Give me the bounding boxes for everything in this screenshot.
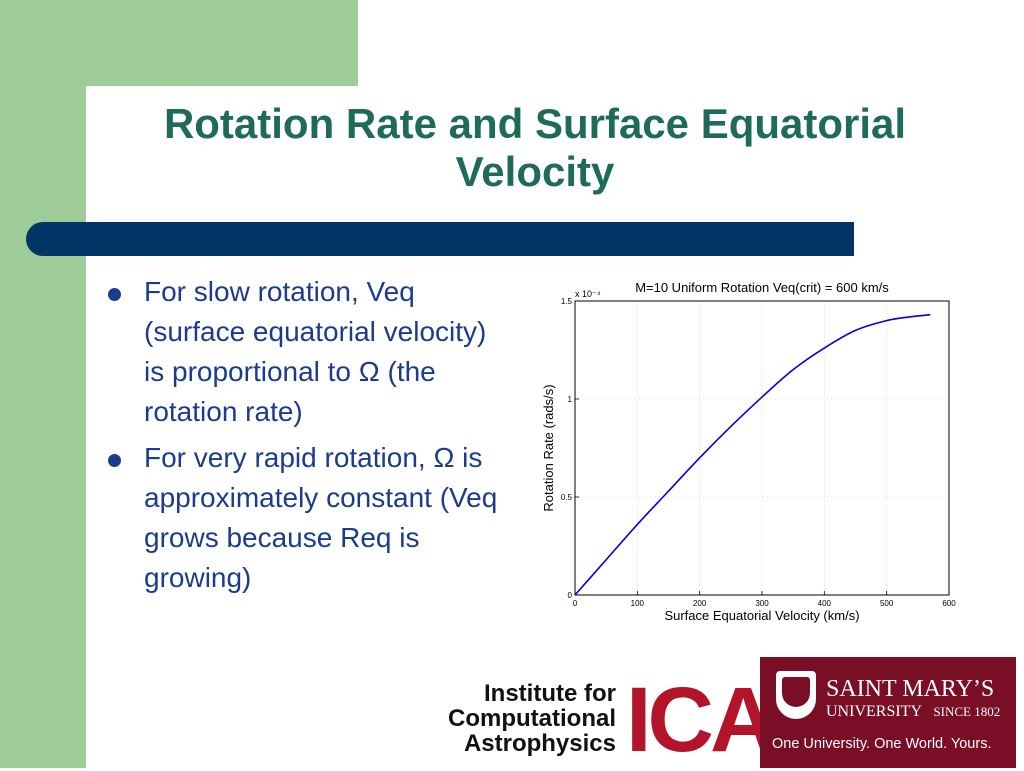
bullet-text: For slow rotation, Veq (surface equatori… <box>144 276 487 427</box>
top-green-band <box>86 0 358 86</box>
x-tick-label: 500 <box>880 599 894 608</box>
title-line-2: Velocity <box>455 148 615 195</box>
y-tick-label: 1 <box>568 395 573 404</box>
smu-since: SINCE 1802 <box>933 704 1001 719</box>
smu-tagline: One University. One World. Yours. <box>772 736 992 752</box>
y-tick-label: 0 <box>568 591 573 600</box>
left-green-band <box>0 0 86 768</box>
title-line-1: Rotation Rate and Surface Equatorial <box>163 100 907 147</box>
rotation-chart: M=10 Uniform Rotation Veq(crit) = 600 km… <box>541 280 956 623</box>
chart-ylabel: Rotation Rate (rads/s) <box>541 384 556 511</box>
x-tick-label: 100 <box>631 599 645 608</box>
x-tick-label: 300 <box>755 599 769 608</box>
x-tick-label: 200 <box>693 599 707 608</box>
chart-xlabel: Surface Equatorial Velocity (km/s) <box>664 608 859 623</box>
content-panel <box>86 86 1024 768</box>
chart-title: M=10 Uniform Rotation Veq(crit) = 600 km… <box>635 280 889 295</box>
bullet-list: For slow rotation, Veq (surface equatori… <box>100 272 510 604</box>
ica-mark: ICA <box>626 669 776 771</box>
bullet-text: For very rapid rotation, Ω is approximat… <box>144 442 498 593</box>
ica-logo: Institute for Computational Astrophysics… <box>448 670 776 766</box>
bullet-dot-icon <box>108 288 121 301</box>
chart-y-multiplier: x 10⁻⁴ <box>575 289 601 299</box>
smu-logo: SAINT MARY’S UNIVERSITY SINCE 1802 One U… <box>760 657 1016 768</box>
ica-line-2: Computational <box>448 705 616 732</box>
x-tick-label: 600 <box>942 599 956 608</box>
bullet-dot-icon <box>108 454 121 467</box>
title-underline-bar <box>26 222 854 256</box>
ica-line-1: Institute for <box>484 680 616 707</box>
smu-university-label: UNIVERSITY <box>826 703 922 720</box>
slide-title: Rotation Rate and Surface Equatorial Vel… <box>110 100 960 196</box>
x-tick-label: 400 <box>818 599 832 608</box>
y-tick-label: 1.5 <box>561 297 573 306</box>
bullet-item: For very rapid rotation, Ω is approximat… <box>100 438 510 598</box>
bullet-item: For slow rotation, Veq (surface equatori… <box>100 272 510 432</box>
ica-line-3: Astrophysics <box>463 730 616 757</box>
smu-name: SAINT MARY’S <box>826 676 995 702</box>
crest-icon <box>776 671 816 719</box>
y-tick-label: 0.5 <box>561 493 573 502</box>
x-tick-label: 0 <box>573 599 578 608</box>
smu-university: UNIVERSITY SINCE 1802 <box>826 703 1000 721</box>
series-line <box>574 313 931 596</box>
